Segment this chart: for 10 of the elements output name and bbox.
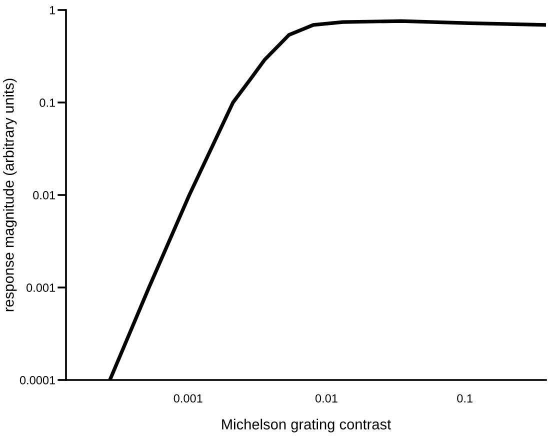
y-tick-label: 0.1: [40, 98, 56, 107]
x-tick-label: 0.01: [315, 394, 338, 403]
y-tick-label: 1: [50, 6, 56, 14]
x-axis-title: Michelson grating contrast: [222, 418, 392, 432]
y-axis-title: response magnitude (arbitrary units): [3, 78, 17, 312]
y-tick-label: 0.001: [26, 284, 56, 292]
y-tick-label: 0.01: [33, 191, 56, 200]
y-tick-label: 0.0001: [20, 376, 56, 384]
x-tick-label: 0.001: [174, 394, 202, 403]
x-tick-label: 0.1: [457, 394, 472, 403]
